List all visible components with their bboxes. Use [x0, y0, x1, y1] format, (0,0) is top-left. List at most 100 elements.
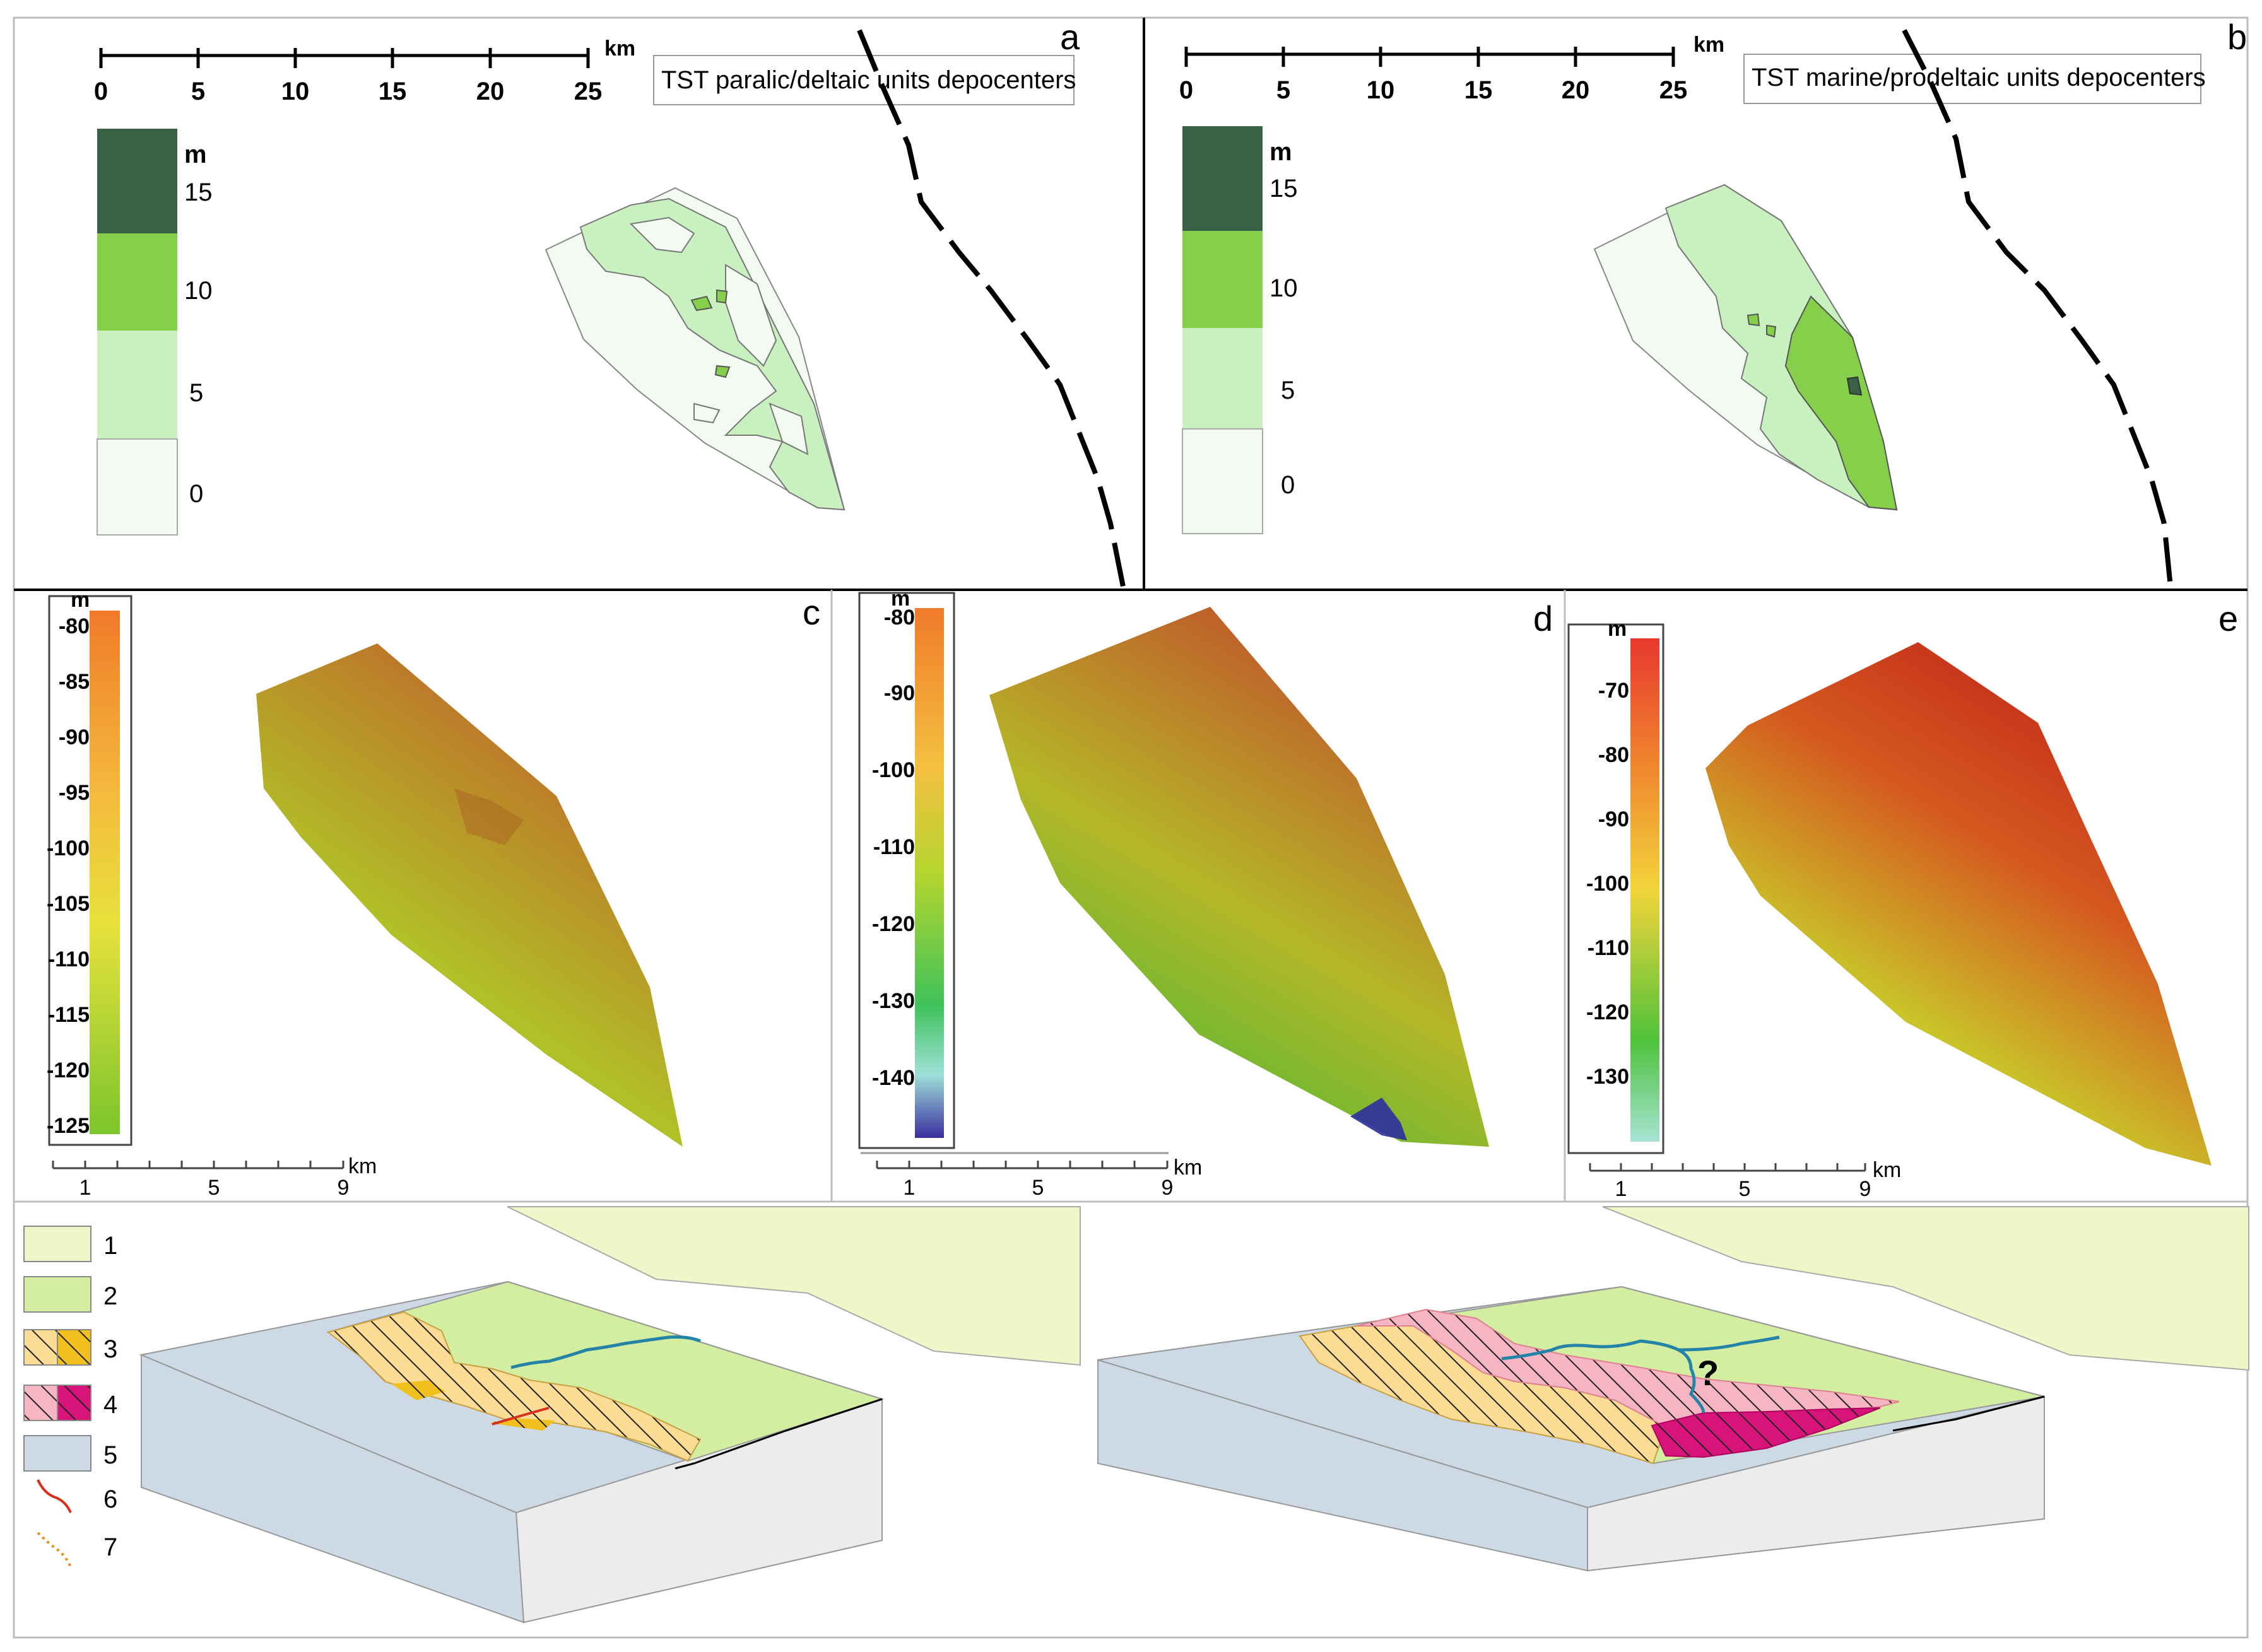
panel-b-title: TST marine/prodeltaic units depocenters	[1752, 64, 2206, 91]
panel-b-title-box	[1743, 54, 2201, 104]
panel-b-shelf-break-line	[1902, 29, 2173, 587]
scale-unit: km	[348, 1154, 377, 1178]
legend-swatch-3a	[23, 1329, 58, 1366]
legend-swatch-1	[23, 1226, 91, 1262]
colorbar-tick: -100	[47, 836, 90, 860]
colorbar-tick: -100	[1586, 872, 1629, 896]
panel-c-letter: c	[803, 592, 820, 632]
colorbar-tick: -90	[59, 725, 90, 749]
panel-d-letter: d	[1533, 599, 1553, 638]
panel-d-colorbar-ticks: -80 -90 -100 -110 -120 -130 -140	[872, 606, 915, 1090]
scale-unit: km	[1174, 1156, 1202, 1180]
legend-label: 5	[103, 1441, 117, 1469]
scale-tick: 0	[1179, 76, 1193, 104]
legend-value: 5	[189, 379, 203, 407]
panel-c-colorbar-ticks: -80 -85 -90 -95 -100 -105 -110 -115 -120…	[47, 614, 90, 1138]
scale-unit: km	[604, 37, 635, 61]
colorbar-tick: -80	[884, 606, 915, 630]
scale-tick: 5	[1739, 1177, 1751, 1201]
panel-b-thickness-map	[1593, 184, 1898, 511]
colorbar-tick: -70	[1598, 679, 1629, 703]
legend-value: 10	[184, 277, 213, 305]
colorbar-tick: -115	[48, 1003, 90, 1027]
panel-a-scale-bar: 0 5 10 15 20 25 km	[94, 37, 635, 105]
legend-swatch-5	[23, 1435, 91, 1472]
colorbar-tick: -80	[1598, 743, 1629, 767]
scale-tick: 5	[1032, 1176, 1044, 1200]
legend-value: 0	[189, 480, 203, 508]
colorbar-tick: -110	[48, 947, 90, 971]
panel-d-surface-deep	[1350, 1098, 1407, 1140]
panel-a-title: TST paralic/deltaic units depocenters	[661, 66, 1076, 94]
colorbar-tick: -120	[47, 1058, 90, 1082]
panel-c-colorbar	[90, 611, 120, 1134]
colorbar-tick: -80	[59, 614, 90, 638]
panel-frames	[13, 16, 2249, 1639]
colorbar-tick: -130	[872, 989, 915, 1013]
scale-tick: 9	[338, 1176, 350, 1200]
panel-c-scale-bar: 1 5 9 km	[52, 1154, 377, 1200]
legend-label: 1	[103, 1232, 117, 1260]
panel-c: c m -80 -85 -90 -95 -100 -105 -110 -115 …	[47, 588, 820, 1200]
legend-label: 4	[103, 1391, 117, 1419]
colorbar-tick: -120	[1586, 1000, 1629, 1024]
panel-e-colorbar-ticks: -70 -80 -90 -100 -110 -120 -130	[1586, 679, 1629, 1089]
legend-swatch-4a	[23, 1385, 58, 1421]
panel-e-colorbar	[1630, 638, 1659, 1142]
legend-swatch-4b	[57, 1385, 91, 1421]
panel-a-letter: a	[1060, 17, 1080, 57]
legend-unit: m	[184, 141, 207, 168]
colorbar-tick: -140	[872, 1066, 915, 1090]
panel-c-surface-relief	[454, 788, 524, 845]
panel-a-shelf-break-line	[857, 29, 1126, 587]
panel-c-surface	[256, 643, 683, 1147]
scale-tick: 9	[1859, 1177, 1871, 1201]
scale-tick: 10	[1367, 76, 1395, 104]
panel-b-scale-bar: 0 5 10 15 20 25 km	[1179, 33, 1724, 104]
panel-f-block-diagram-right: ?	[1097, 1206, 2249, 1572]
legend-label: 6	[103, 1485, 117, 1513]
scale-tick: 25	[1659, 76, 1688, 104]
legend-label: 7	[103, 1533, 117, 1561]
legend-value: 5	[1281, 377, 1295, 404]
legend-swatch-2	[23, 1276, 91, 1313]
colorbar-unit: m	[71, 588, 90, 612]
scale-tick: 1	[80, 1176, 91, 1200]
colorbar-tick: -85	[59, 670, 90, 694]
scale-tick: 5	[1276, 76, 1290, 104]
colorbar-unit: m	[891, 587, 910, 611]
scale-tick: 5	[191, 78, 205, 105]
panel-f: f 1 2 3 4 5 6 7	[23, 1206, 2249, 1624]
legend-value: 10	[1269, 274, 1298, 302]
scale-tick: 25	[574, 78, 603, 105]
scale-tick: 15	[1464, 76, 1493, 104]
scale-tick: 0	[94, 78, 108, 105]
panel-d-colorbar	[915, 608, 944, 1138]
colorbar-tick: -120	[872, 912, 915, 936]
colorbar-tick: -105	[47, 892, 90, 916]
colorbar-tick: -110	[1588, 936, 1629, 960]
panel-b-thickness-legend: m 15 10 5 0	[1182, 126, 1298, 534]
scale-unit: km	[1873, 1158, 1901, 1182]
scale-tick: 9	[1162, 1176, 1174, 1200]
legend-swatch-7	[37, 1532, 72, 1567]
colorbar-tick: -100	[872, 758, 915, 782]
colorbar-tick: -125	[47, 1114, 90, 1138]
scale-tick: 1	[904, 1176, 916, 1200]
scale-tick: 20	[1562, 76, 1590, 104]
colorbar-tick: -130	[1586, 1065, 1629, 1089]
legend-swatch-3b	[57, 1329, 91, 1366]
panel-f-block-diagram-left	[139, 1206, 1081, 1624]
legend-label: 3	[103, 1335, 117, 1363]
panel-b-letter: b	[2227, 17, 2247, 57]
panel-a: a 0 5 10 15 20 25 km TST paralic/deltaic…	[94, 17, 1126, 587]
scale-tick: 5	[208, 1176, 220, 1200]
uncertain-connection-marker: ?	[1697, 1353, 1719, 1393]
panel-d: d m -80 -90 -100 -110 -120 -130 -140 1	[858, 587, 1553, 1200]
panel-e-scale-bar: 1 5 9 km	[1589, 1158, 1901, 1201]
scale-unit: km	[1694, 33, 1724, 57]
colorbar-tick: -95	[59, 781, 90, 805]
panel-d-scale-bar: 1 5 9 km	[861, 1152, 1202, 1200]
legend-label: 2	[103, 1282, 117, 1310]
